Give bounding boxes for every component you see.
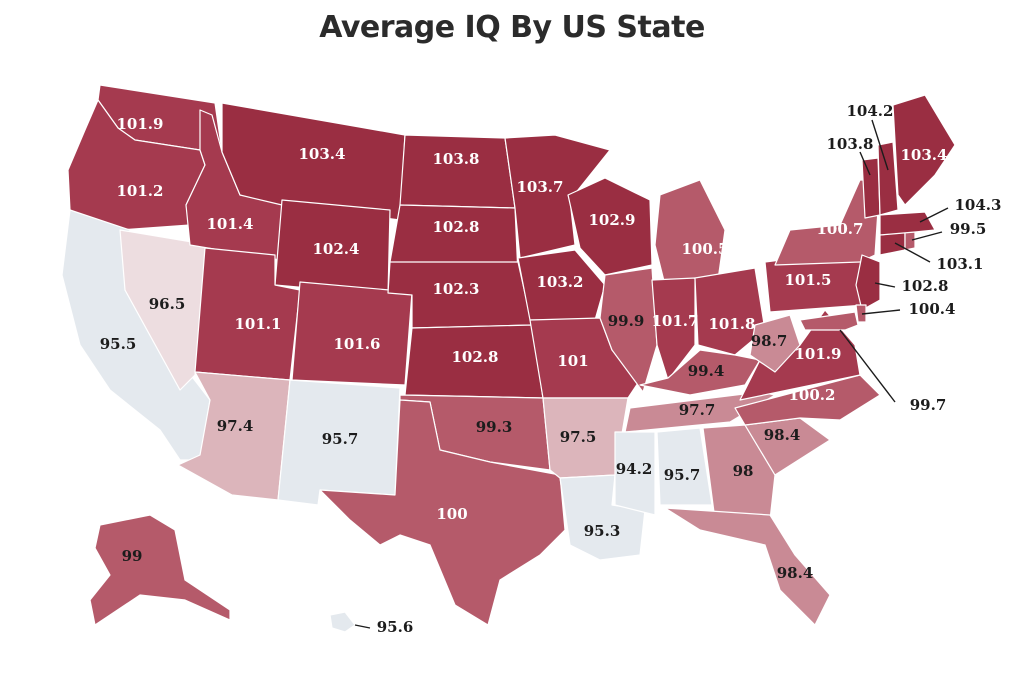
leader-lines <box>354 119 949 629</box>
state-label-or: 101.2 <box>117 182 164 200</box>
state-nh <box>877 141 899 216</box>
state-label-la: 95.3 <box>584 522 621 540</box>
state-ma <box>879 211 936 236</box>
state-label-tx: 100 <box>436 505 467 523</box>
state-label-mi: 100.5 <box>682 240 729 258</box>
leader-line-ma <box>919 207 949 223</box>
state-ms <box>614 431 656 516</box>
state-md <box>799 311 859 331</box>
state-labels: 101.9 101.2 95.5 96.5 101.4 103.4 102.4 101.1 97… <box>100 102 1002 636</box>
state-label-ok: 99.3 <box>476 418 513 436</box>
state-al <box>656 427 713 506</box>
state-label-ms: 94.2 <box>616 460 653 478</box>
state-label-fl: 98.4 <box>777 564 814 582</box>
state-label-ga: 98 <box>733 462 754 480</box>
leader-line-ri <box>911 231 943 241</box>
state-label-va: 101.9 <box>795 345 842 363</box>
state-vt <box>861 157 881 219</box>
state-tx <box>319 399 566 626</box>
state-label-il: 99.9 <box>608 312 645 330</box>
state-wv <box>749 314 801 373</box>
state-label-ks: 102.8 <box>452 348 499 366</box>
state-label-nh: 104.2 <box>847 102 894 120</box>
state-label-me: 103.4 <box>901 146 948 164</box>
state-wi <box>567 177 653 276</box>
state-label-ny: 100.7 <box>817 220 864 238</box>
state-label-wv: 98.7 <box>751 332 788 350</box>
state-hi <box>329 611 356 633</box>
state-shapes <box>61 84 956 633</box>
state-label-nj: 102.8 <box>902 277 949 295</box>
state-ky <box>639 349 761 396</box>
state-label-mo: 101 <box>557 352 588 370</box>
state-label-mn: 103.7 <box>517 178 564 196</box>
state-label-vt: 103.8 <box>827 135 874 153</box>
state-ny <box>774 179 881 266</box>
leader-line-hi <box>354 624 371 629</box>
state-label-md: 99.7 <box>910 396 947 414</box>
state-label-ia: 103.2 <box>537 273 584 291</box>
state-ga <box>702 424 776 521</box>
state-label-nm: 95.7 <box>322 430 359 448</box>
state-mi <box>654 179 726 286</box>
state-label-hi: 95.6 <box>377 618 414 636</box>
state-label-al: 95.7 <box>664 466 701 484</box>
state-ia <box>517 249 606 321</box>
state-label-pa: 101.5 <box>785 271 832 289</box>
state-label-sc: 98.4 <box>764 426 801 444</box>
state-label-nv: 96.5 <box>149 295 186 313</box>
state-il <box>599 267 658 393</box>
state-label-co: 101.6 <box>334 335 381 353</box>
state-label-ct: 103.1 <box>937 255 984 273</box>
state-label-ky: 99.4 <box>688 362 725 380</box>
state-label-wi: 102.9 <box>589 211 636 229</box>
state-label-ut: 101.1 <box>235 315 282 333</box>
state-label-ne: 102.3 <box>433 280 480 298</box>
state-label-wy: 102.4 <box>313 240 360 258</box>
state-label-in: 101.7 <box>652 312 699 330</box>
state-label-nd: 103.8 <box>433 150 480 168</box>
state-ak <box>89 514 231 626</box>
state-label-ri: 99.5 <box>950 220 987 238</box>
state-label-nc: 100.2 <box>789 386 836 404</box>
state-label-id: 101.4 <box>207 215 254 233</box>
leader-line-nj <box>874 282 896 288</box>
state-label-az: 97.4 <box>217 417 254 435</box>
leader-line-ct <box>894 242 931 263</box>
state-label-ar: 97.5 <box>560 428 597 446</box>
state-mn <box>504 134 611 259</box>
state-ct <box>879 231 906 256</box>
state-label-sd: 102.8 <box>433 218 480 236</box>
map-title: Average IQ By US State <box>319 10 705 45</box>
leader-line-nh <box>871 119 889 171</box>
state-nd <box>399 134 516 209</box>
leader-line-de <box>861 309 901 315</box>
state-label-de: 100.4 <box>909 300 956 318</box>
leader-line-vt <box>859 151 871 176</box>
state-ri <box>904 231 916 251</box>
state-in <box>651 277 696 381</box>
state-label-ca: 95.5 <box>100 335 137 353</box>
state-label-mt: 103.4 <box>299 145 346 163</box>
state-fl <box>664 507 831 626</box>
state-label-ak: 99 <box>122 547 143 565</box>
state-label-ma: 104.3 <box>955 196 1002 214</box>
state-co <box>291 281 413 386</box>
state-label-wa: 101.9 <box>117 115 164 133</box>
state-label-tn: 97.7 <box>679 401 716 419</box>
leader-line-md <box>839 329 896 403</box>
state-me <box>892 94 956 206</box>
state-de <box>855 304 867 323</box>
state-label-oh: 101.8 <box>709 315 756 333</box>
state-oh <box>694 267 766 356</box>
state-nj <box>855 254 881 311</box>
